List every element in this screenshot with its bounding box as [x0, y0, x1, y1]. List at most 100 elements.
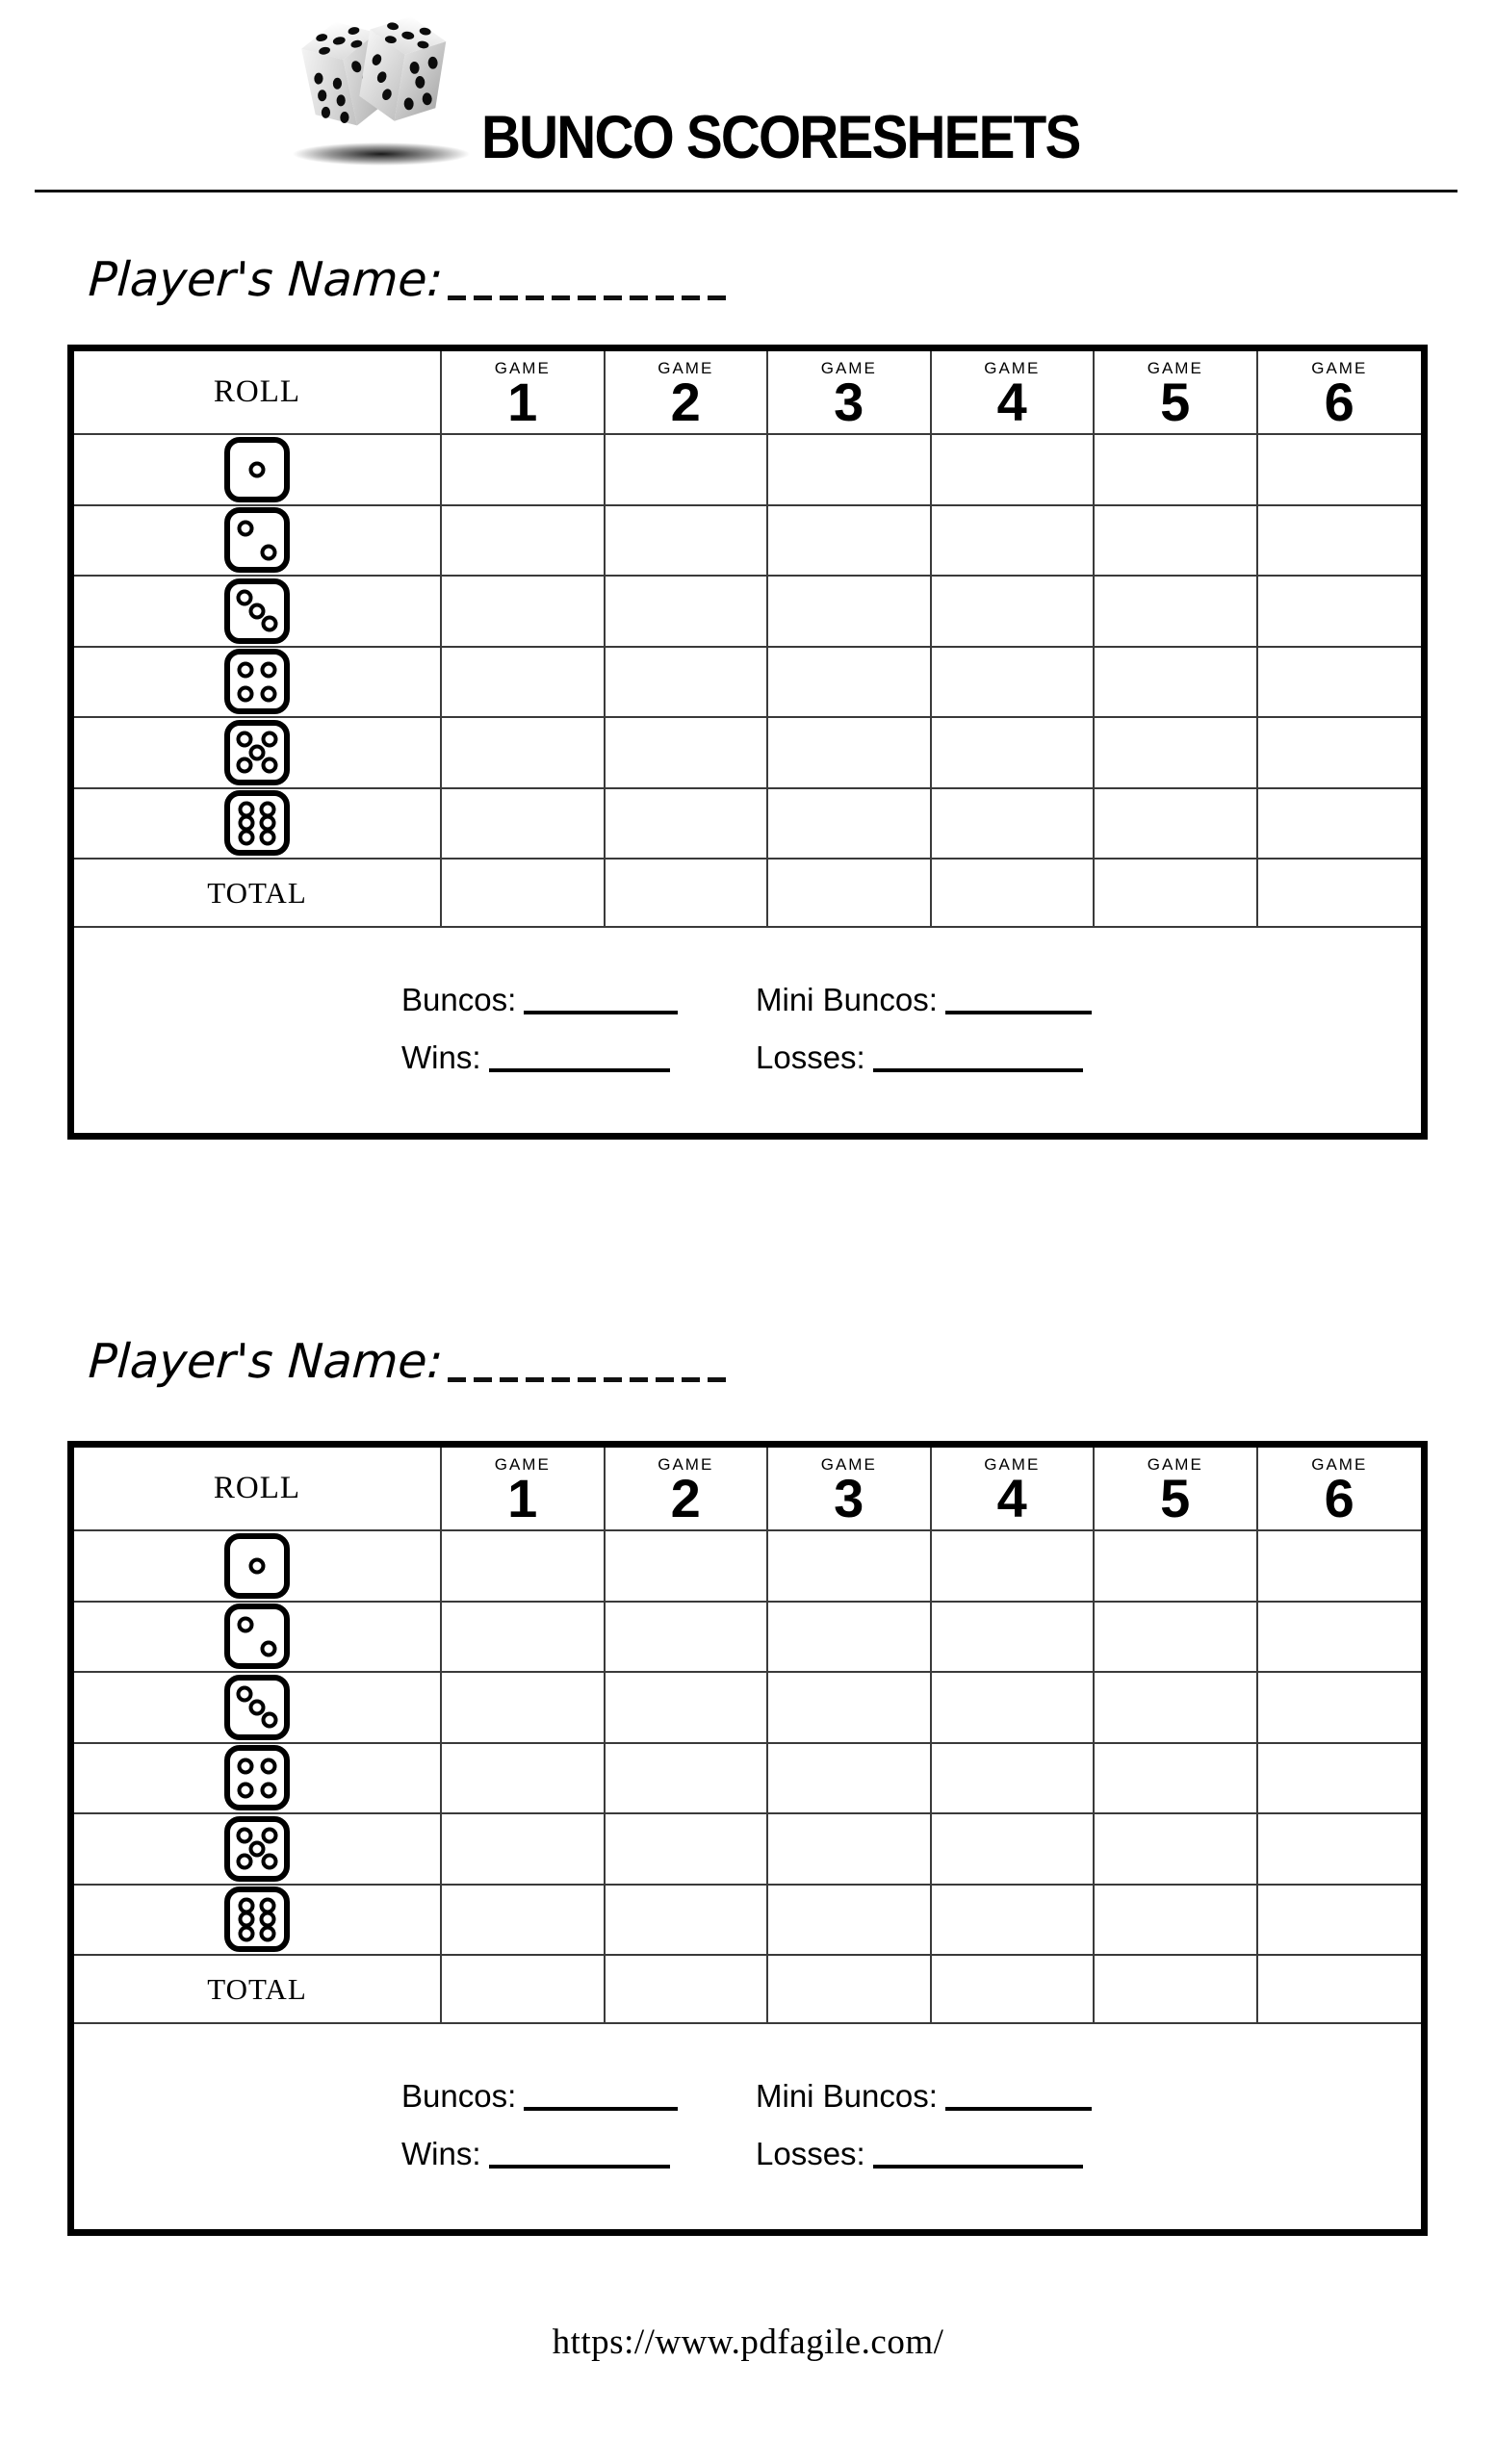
- losses-blank[interactable]: [872, 2165, 1083, 2169]
- score-cell[interactable]: [1095, 1531, 1258, 1603]
- total-score-cell[interactable]: [931, 860, 1095, 928]
- player-name-blank[interactable]: [447, 295, 730, 301]
- score-cell[interactable]: [1095, 1602, 1258, 1673]
- score-cell[interactable]: [605, 577, 768, 648]
- score-cell[interactable]: [931, 1673, 1095, 1744]
- die-pip: [237, 1616, 254, 1633]
- total-score-cell[interactable]: [1257, 860, 1421, 928]
- score-cell[interactable]: [931, 718, 1095, 789]
- score-cell[interactable]: [768, 505, 932, 577]
- score-cell[interactable]: [1095, 577, 1258, 648]
- total-score-cell[interactable]: [1257, 1956, 1421, 2024]
- total-score-cell[interactable]: [442, 860, 606, 928]
- score-cell[interactable]: [931, 505, 1095, 577]
- score-cell[interactable]: [931, 1814, 1095, 1886]
- score-cell[interactable]: [605, 788, 768, 860]
- score-cell[interactable]: [605, 1814, 768, 1886]
- losses-blank[interactable]: [872, 1068, 1083, 1072]
- score-cell[interactable]: [1257, 1673, 1421, 1744]
- score-cell[interactable]: [931, 1885, 1095, 1956]
- score-cell[interactable]: [768, 1743, 932, 1814]
- score-cell[interactable]: [768, 718, 932, 789]
- score-cell[interactable]: [1095, 647, 1258, 718]
- score-cell[interactable]: [1257, 577, 1421, 648]
- score-cell[interactable]: [931, 647, 1095, 718]
- total-score-cell[interactable]: [768, 860, 932, 928]
- score-cell[interactable]: [442, 1885, 606, 1956]
- wins-blank[interactable]: [488, 1068, 670, 1072]
- score-cell[interactable]: [931, 577, 1095, 648]
- score-cell[interactable]: [768, 788, 932, 860]
- score-cell[interactable]: [442, 1673, 606, 1744]
- score-cell[interactable]: [768, 1531, 932, 1603]
- score-cell[interactable]: [1257, 435, 1421, 506]
- total-score-cell[interactable]: [442, 1956, 606, 2024]
- score-cell[interactable]: [1257, 1886, 1421, 1956]
- score-cell[interactable]: [605, 1885, 768, 1956]
- buncos-blank[interactable]: [524, 1011, 679, 1014]
- die-pip: [261, 1711, 278, 1729]
- score-cell[interactable]: [768, 1602, 932, 1673]
- score-cell[interactable]: [1095, 435, 1258, 506]
- score-cell[interactable]: [1257, 1744, 1421, 1814]
- total-score-cell[interactable]: [931, 1956, 1095, 2024]
- score-cell[interactable]: [1095, 1743, 1258, 1814]
- game-word: GAME: [1147, 1455, 1203, 1474]
- bunco-score-table: ROLL GAME 1 GAME 2 GAME 3 GAME 4 GAME 5 GAME 6 TOTAL …: [67, 345, 1428, 1140]
- score-cell[interactable]: [1257, 648, 1421, 718]
- total-score-cell[interactable]: [1095, 860, 1258, 928]
- score-cell[interactable]: [1257, 506, 1421, 577]
- score-cell[interactable]: [931, 788, 1095, 860]
- score-cell[interactable]: [605, 718, 768, 789]
- score-cell[interactable]: [442, 1531, 606, 1603]
- score-cell[interactable]: [442, 1814, 606, 1886]
- score-cell[interactable]: [442, 505, 606, 577]
- score-cell[interactable]: [1257, 718, 1421, 789]
- score-cell[interactable]: [605, 435, 768, 506]
- score-cell[interactable]: [1095, 1814, 1258, 1886]
- score-cell[interactable]: [442, 788, 606, 860]
- score-cell[interactable]: [931, 1531, 1095, 1603]
- score-cell[interactable]: [1257, 1603, 1421, 1673]
- mini-buncos-blank[interactable]: [944, 2107, 1092, 2111]
- player-name-blank[interactable]: [447, 1377, 730, 1383]
- total-score-cell[interactable]: [1095, 1956, 1258, 2024]
- score-cell[interactable]: [931, 435, 1095, 506]
- buncos-blank[interactable]: [524, 2107, 679, 2111]
- score-cell[interactable]: [605, 647, 768, 718]
- score-cell[interactable]: [442, 1743, 606, 1814]
- score-cell[interactable]: [605, 505, 768, 577]
- score-cell[interactable]: [1257, 1531, 1421, 1603]
- score-cell[interactable]: [1095, 788, 1258, 860]
- total-score-cell[interactable]: [605, 860, 768, 928]
- score-cell[interactable]: [442, 718, 606, 789]
- score-cell[interactable]: [768, 435, 932, 506]
- score-cell[interactable]: [768, 1673, 932, 1744]
- score-cell[interactable]: [1095, 505, 1258, 577]
- score-cell[interactable]: [605, 1743, 768, 1814]
- score-cell[interactable]: [768, 577, 932, 648]
- score-cell[interactable]: [931, 1602, 1095, 1673]
- score-cell[interactable]: [1095, 718, 1258, 789]
- score-cell[interactable]: [605, 1602, 768, 1673]
- score-cell[interactable]: [442, 647, 606, 718]
- die-pip: [237, 661, 254, 679]
- score-cell[interactable]: [768, 1885, 932, 1956]
- score-cell[interactable]: [605, 1673, 768, 1744]
- score-cell[interactable]: [442, 577, 606, 648]
- score-cell[interactable]: [1257, 1814, 1421, 1886]
- wins-blank[interactable]: [488, 2165, 670, 2169]
- score-cell[interactable]: [605, 1531, 768, 1603]
- score-cell[interactable]: [1095, 1885, 1258, 1956]
- score-cell[interactable]: [768, 647, 932, 718]
- mini-buncos-blank[interactable]: [944, 1011, 1092, 1014]
- die-face-1-icon: [224, 1532, 290, 1599]
- score-cell[interactable]: [442, 1602, 606, 1673]
- score-cell[interactable]: [768, 1814, 932, 1886]
- score-cell[interactable]: [442, 435, 606, 506]
- total-score-cell[interactable]: [605, 1956, 768, 2024]
- score-cell[interactable]: [931, 1743, 1095, 1814]
- score-cell[interactable]: [1257, 789, 1421, 860]
- score-cell[interactable]: [1095, 1673, 1258, 1744]
- total-score-cell[interactable]: [768, 1956, 932, 2024]
